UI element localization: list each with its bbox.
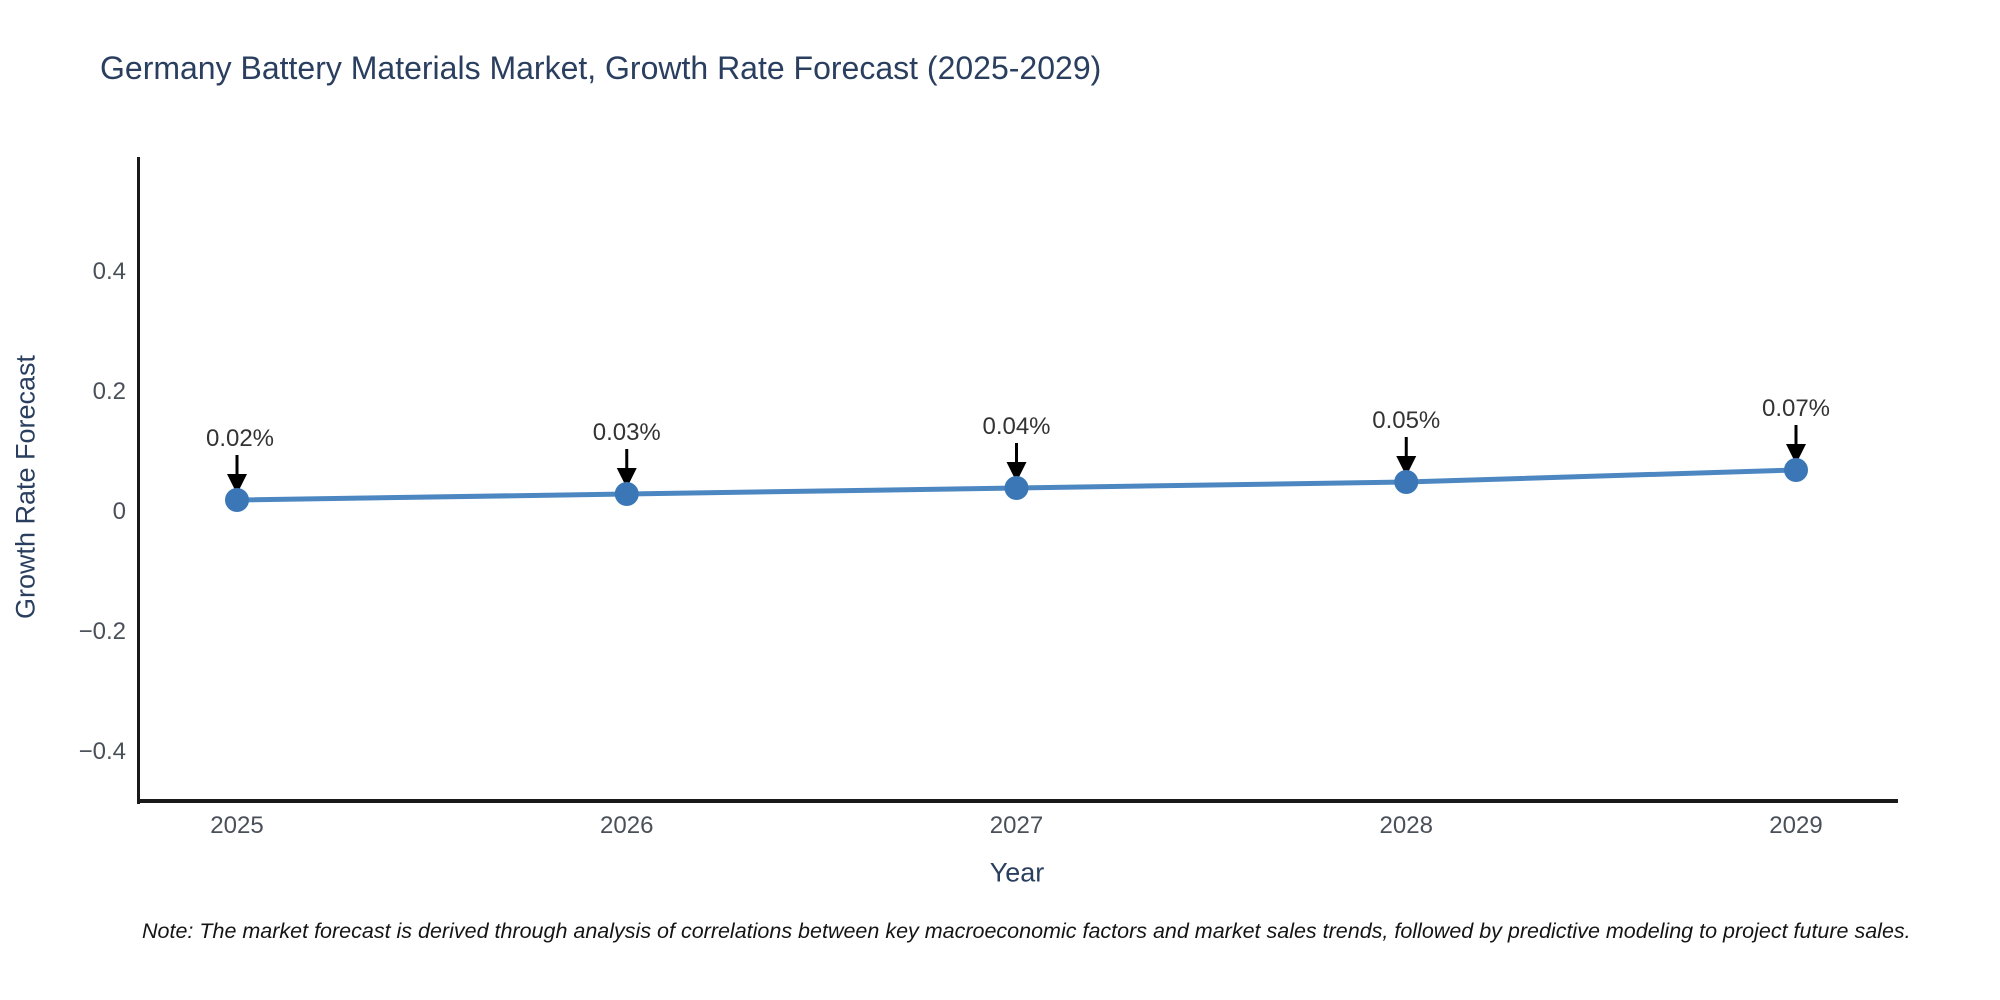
annotation-arrowhead-icon	[1786, 444, 1806, 464]
data-point-value-label: 0.05%	[1372, 407, 1441, 434]
y-tick-label: 0	[112, 498, 126, 525]
annotation-arrowhead-icon	[1006, 462, 1027, 482]
y-tick-label: 0.4	[92, 258, 126, 285]
y-tick-label: −0.4	[78, 738, 126, 765]
data-point-marker[interactable]	[1784, 458, 1808, 482]
y-tick-label: −0.2	[78, 618, 126, 645]
data-point-value-label: 0.03%	[592, 419, 661, 446]
annotation-arrowhead-icon	[616, 468, 637, 488]
data-point-marker[interactable]	[1004, 476, 1029, 500]
x-tick-label: 2026	[600, 812, 654, 839]
x-tick-label: 2025	[210, 812, 264, 839]
annotation-arrowhead-icon	[227, 474, 247, 494]
x-axis-title: Year	[989, 857, 1045, 888]
chart-title: Germany Battery Materials Market, Growth…	[100, 50, 1102, 86]
y-axis-line	[137, 157, 140, 804]
x-tick-label: 2028	[1379, 812, 1433, 839]
y-tick-label: 0.2	[92, 378, 126, 405]
data-point-value-label: 0.04%	[982, 413, 1051, 440]
data-point-value-label: 0.07%	[1761, 395, 1831, 422]
data-point-marker[interactable]	[614, 482, 639, 506]
data-point-marker[interactable]	[1394, 470, 1419, 494]
x-tick-label: 2029	[1769, 812, 1823, 839]
x-tick-label: 2027	[989, 812, 1044, 839]
footnote: Note: The market forecast is derived thr…	[142, 919, 1911, 943]
annotation-arrowhead-icon	[1396, 456, 1417, 476]
x-axis-line	[137, 799, 1898, 803]
data-point-marker[interactable]	[225, 488, 249, 512]
data-point-value-label: 0.02%	[205, 425, 275, 452]
